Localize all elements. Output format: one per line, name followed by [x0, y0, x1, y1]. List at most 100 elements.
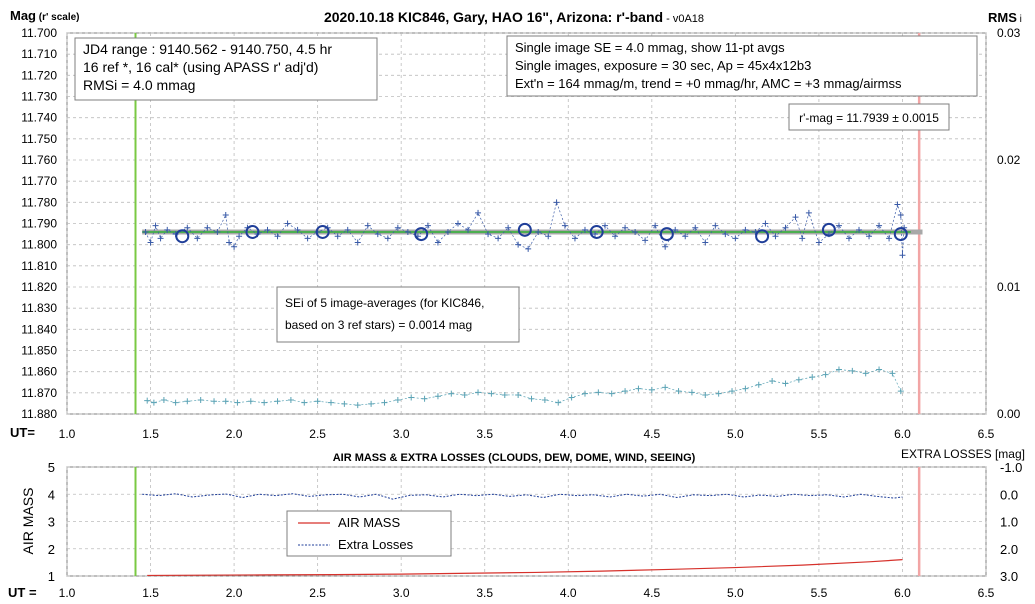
top-title-main: 2020.10.18 KIC846, Gary, HAO 16", Arizon…	[324, 9, 663, 25]
top-ylabel-sub: (r' scale)	[36, 12, 80, 23]
rms-point	[688, 389, 695, 396]
top-y2-tick-label: 0.01	[997, 280, 1021, 294]
top-x-tick-label: 2.0	[226, 427, 243, 441]
single-image-point	[214, 228, 221, 235]
sei-box-line: SEi of 5 image-averages (for KIC846,	[285, 296, 484, 310]
rms-point	[475, 389, 482, 396]
bottom-x-tick-label: 3.5	[476, 586, 493, 600]
single-image-point	[702, 239, 709, 246]
top-y-tick-label: 11.840	[21, 322, 57, 336]
result-box: r'-mag = 11.7939 ± 0.0015	[788, 103, 950, 131]
single-image-point	[434, 239, 441, 246]
single-image-point	[344, 226, 351, 233]
single-image-point	[672, 226, 679, 233]
top-y2-tick-label: 0.00	[997, 407, 1021, 421]
air-mass-line	[147, 559, 903, 577]
rms-point	[328, 399, 335, 406]
single-image-point	[886, 235, 893, 242]
legend-air-mass-label: AIR MASS	[338, 515, 400, 530]
single-image-point	[612, 233, 619, 240]
legend-extra-losses-label: Extra Losses	[338, 537, 414, 552]
single-image-point	[525, 245, 532, 252]
rms-point	[515, 391, 522, 398]
top-y-tick-label: 11.870	[21, 386, 57, 400]
info-box-right-line: Ext'n = 164 mmag/m, trend = +0 mmag/hr, …	[515, 76, 902, 91]
single-image-point	[894, 201, 901, 208]
rms-point	[408, 394, 415, 401]
average-point	[659, 227, 674, 242]
bottom-y2-tick-label: 1.0	[1000, 515, 1018, 530]
single-image-point	[157, 235, 164, 242]
top-y-tick-label: 11.760	[21, 153, 57, 167]
bottom-y-tick-label: 3	[48, 515, 55, 530]
rms-point	[568, 394, 575, 401]
single-image-point	[545, 233, 552, 240]
single-image-point	[424, 222, 431, 229]
single-image-point	[652, 222, 659, 229]
rms-point	[434, 393, 441, 400]
rms-point	[729, 388, 736, 395]
top-y-tick-label: 11.770	[21, 174, 57, 188]
single-image-point	[899, 252, 906, 259]
single-image-point	[632, 228, 639, 235]
top-y-tick-label: 11.790	[21, 217, 57, 231]
single-image-point	[374, 231, 381, 238]
top-x-tick-label: 4.5	[643, 427, 660, 441]
single-image-point	[845, 235, 852, 242]
bottom-y2-tick-label: 0.0	[1000, 487, 1018, 502]
rms-point	[822, 371, 829, 378]
single-image-point	[184, 224, 191, 231]
top-x-tick-label: 2.5	[309, 427, 326, 441]
single-image-point	[662, 243, 669, 250]
rms-point	[742, 385, 749, 392]
top-x-tick-label: 3.5	[476, 427, 493, 441]
single-image-point	[495, 235, 502, 242]
rms-point	[769, 377, 776, 384]
rms-point	[150, 399, 157, 406]
top-x-tick-label: 1.0	[59, 427, 76, 441]
rms-point	[501, 391, 508, 398]
single-image-point	[204, 224, 211, 231]
info-box-right: Single image SE = 4.0 mmag, show 11-pt a…	[506, 35, 978, 97]
top-x-tick-label: 6.5	[978, 427, 995, 441]
single-image-point	[394, 224, 401, 231]
single-image-point	[231, 243, 238, 250]
top-x-tick-label: 5.0	[727, 427, 744, 441]
top-y-tick-label: 11.880	[21, 407, 57, 421]
rms-point	[675, 388, 682, 395]
rms-point	[897, 388, 904, 395]
single-image-point	[226, 239, 233, 246]
single-image-point	[815, 239, 822, 246]
info-box-left-line: JD4 range : 9140.562 - 9140.750, 4.5 hr	[83, 41, 332, 57]
single-image-point	[799, 235, 806, 242]
bottom-x-tick-label: 1.5	[142, 586, 159, 600]
rms-point	[835, 366, 842, 373]
rms-point	[448, 390, 455, 397]
rms-point	[702, 391, 709, 398]
single-image-point	[264, 226, 271, 233]
bottom-y2-axis-label: EXTRA LOSSES [mag]	[901, 447, 1025, 461]
single-image-point	[682, 233, 689, 240]
top-y-axis-label: Mag (r' scale)	[10, 8, 80, 23]
single-image-point	[384, 235, 391, 242]
sei-box-line: based on 3 ref stars) = 0.0014 mag	[285, 318, 472, 332]
single-image-point	[222, 212, 229, 219]
bottom-y-tick-label: 4	[48, 487, 55, 502]
rms-point	[394, 397, 401, 404]
rms-point	[635, 385, 642, 392]
top-y-tick-label: 11.740	[21, 111, 57, 125]
rms-point	[622, 388, 629, 395]
top-y-tick-label: 11.780	[21, 195, 57, 209]
rms-point	[274, 398, 281, 405]
rms-point	[488, 390, 495, 397]
single-image-point	[712, 222, 719, 229]
single-image-point	[805, 209, 812, 216]
result-mag-text: r'-mag = 11.7939 ± 0.0015	[799, 111, 939, 125]
top-x-tick-label: 5.5	[811, 427, 828, 441]
rms-connector	[147, 369, 902, 406]
rms-point	[862, 370, 869, 377]
single-image-point	[404, 228, 411, 235]
result-box-frame	[788, 103, 950, 131]
bottom-y2-tick-label: -1.0	[1000, 460, 1022, 475]
rms-point	[849, 367, 856, 374]
